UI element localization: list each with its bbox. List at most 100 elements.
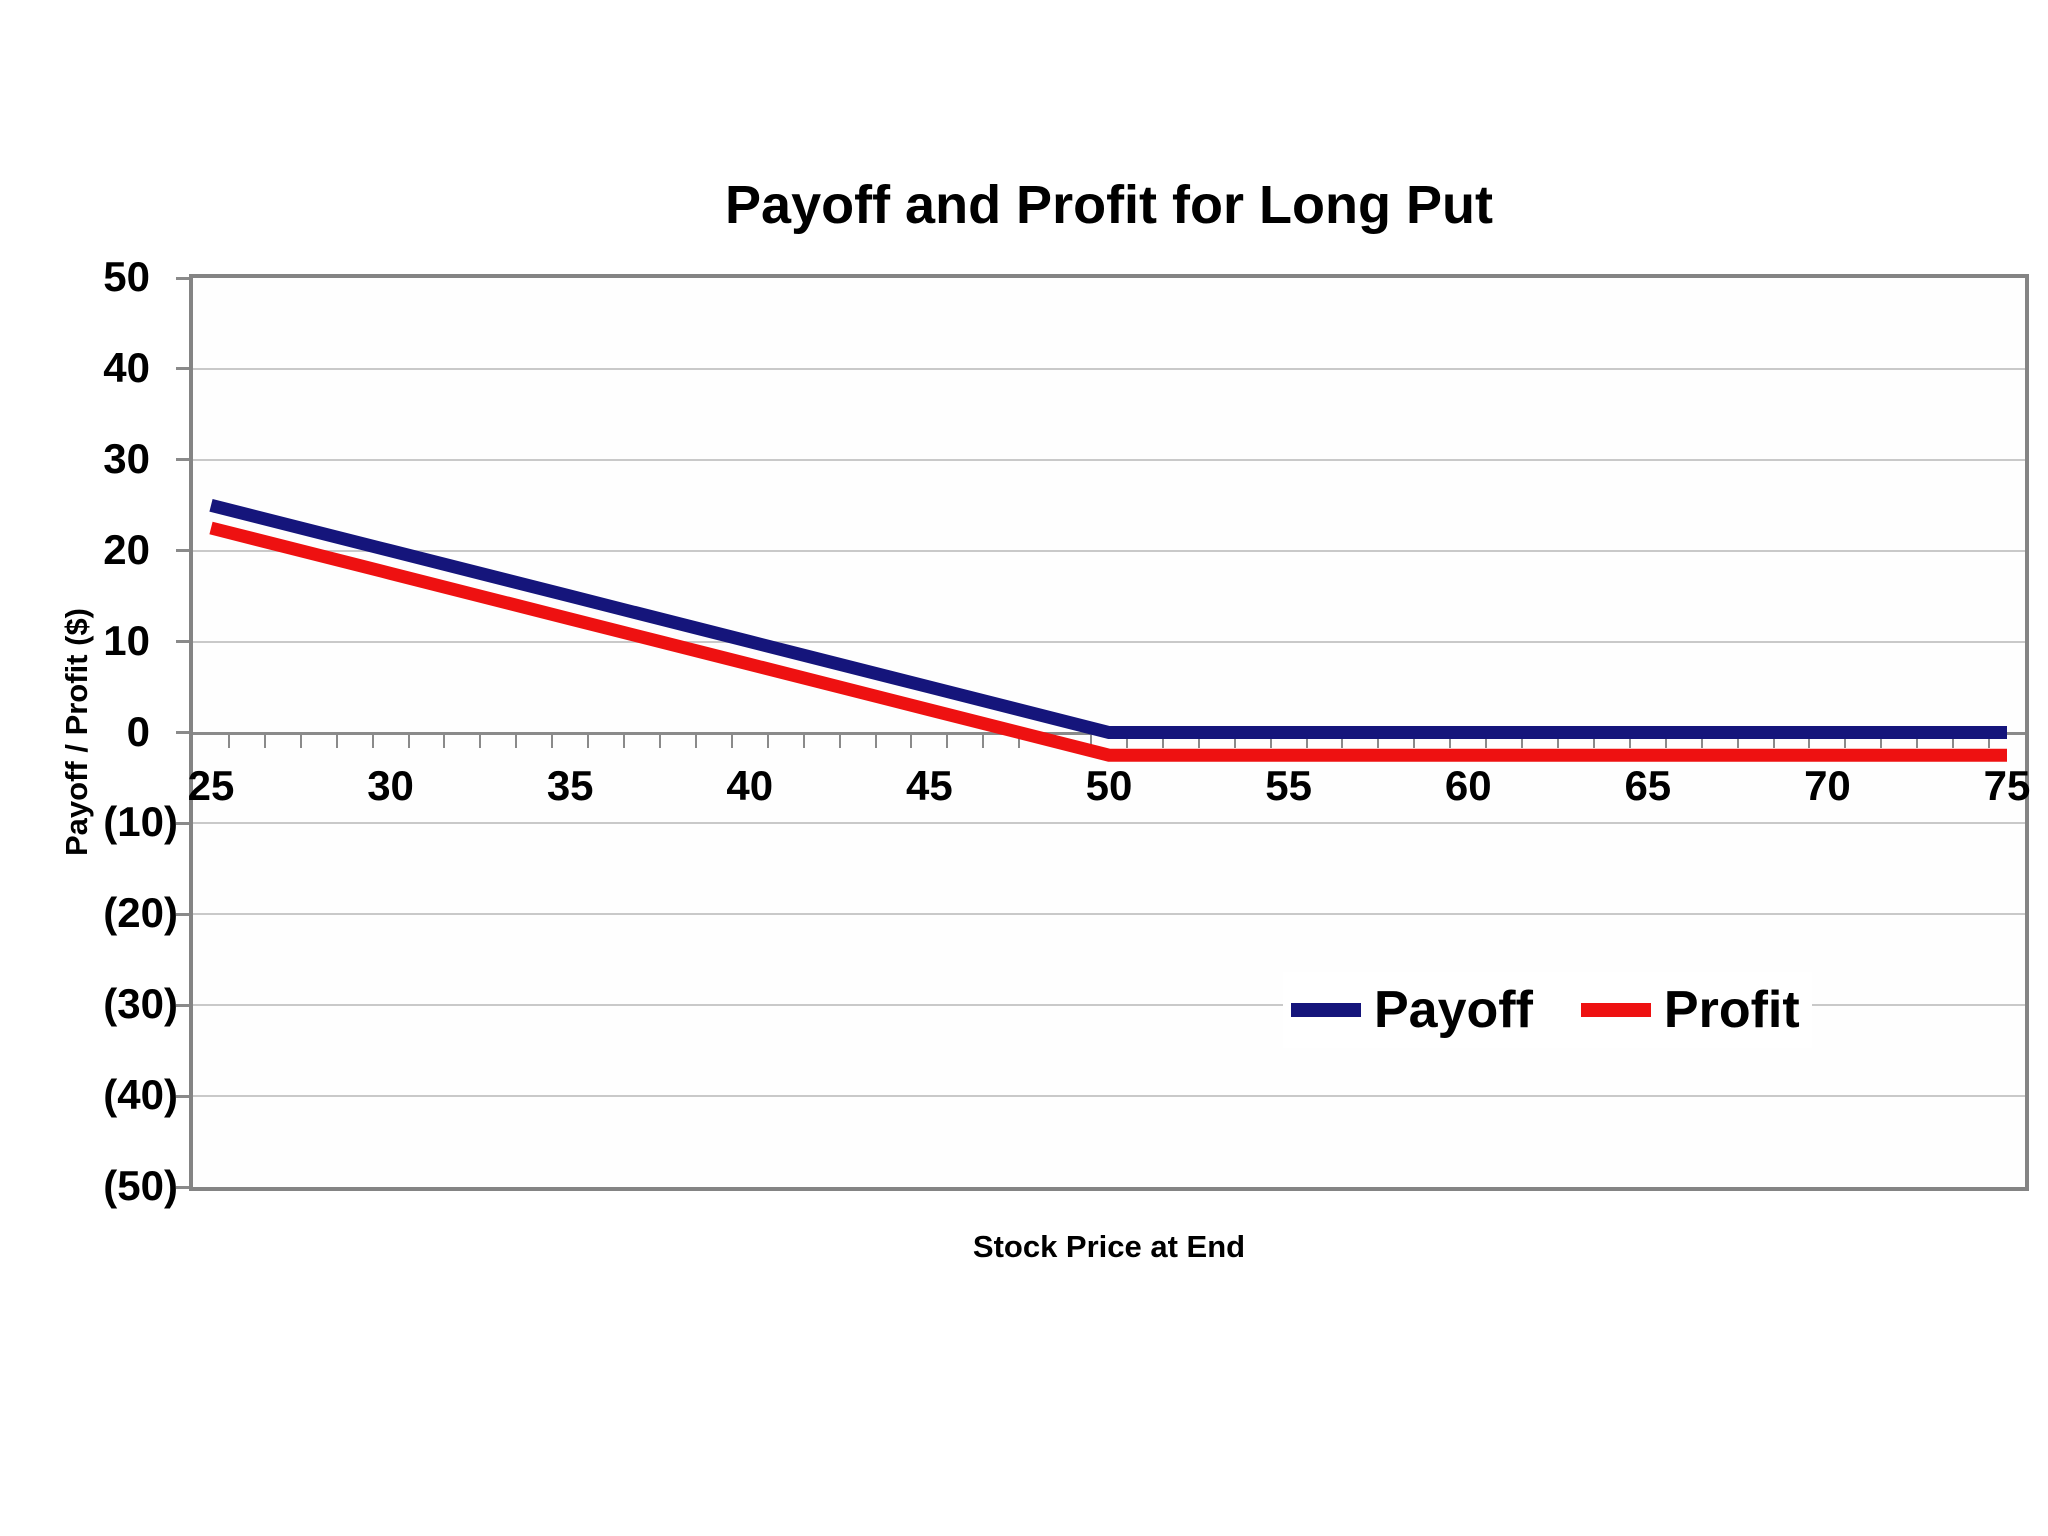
x-minor-tick <box>1844 733 1847 748</box>
x-minor-tick <box>1233 733 1236 748</box>
x-minor-tick <box>443 733 446 748</box>
x-minor-tick <box>1485 733 1488 748</box>
payoff-line <box>209 498 2007 739</box>
gridline-y--40 <box>193 1095 2025 1098</box>
x-minor-tick <box>1161 733 1164 748</box>
x-minor-tick <box>623 733 626 748</box>
y-axis-tick <box>176 549 189 553</box>
x-minor-tick <box>982 733 985 748</box>
x-minor-tick <box>1700 733 1703 748</box>
x-minor-tick <box>1090 733 1093 748</box>
x-minor-tick <box>1952 733 1955 748</box>
x-minor-tick <box>1269 733 1272 748</box>
y-tick-label: (40) <box>103 1071 178 1119</box>
x-minor-tick <box>838 733 841 748</box>
x-minor-tick <box>1125 733 1128 748</box>
series-lines <box>209 498 2007 762</box>
y-axis-title: Payoff / Profit ($) <box>59 607 94 857</box>
x-minor-tick <box>1628 733 1631 748</box>
gridline-y--10 <box>193 822 2025 825</box>
gridline-y-10 <box>193 640 2025 643</box>
gridline-y--20 <box>193 913 2025 916</box>
x-minor-tick <box>1413 733 1416 748</box>
x-minor-tick <box>1521 733 1524 748</box>
payoff-legend-label: Payoff <box>1374 981 1533 1039</box>
y-tick-label: (20) <box>103 889 178 937</box>
x-minor-tick <box>766 733 769 748</box>
x-tick-label: 65 <box>1624 762 1672 809</box>
x-minor-tick <box>730 733 733 748</box>
x-tick-label: 70 <box>1804 762 1851 809</box>
x-tick-label: 25 <box>187 762 235 809</box>
gridline-y-30 <box>193 458 2025 461</box>
x-tick-label: 50 <box>1085 762 1133 809</box>
x-minor-tick <box>694 733 697 748</box>
y-axis-tick <box>176 640 189 644</box>
payoff-series-swatch <box>1291 1003 1361 1017</box>
y-axis-tick <box>176 821 189 825</box>
x-minor-tick <box>1592 733 1595 748</box>
profit-line <box>209 521 2007 762</box>
x-minor-tick <box>479 733 482 748</box>
x-tick-label: 30 <box>367 762 414 809</box>
y-tick-label: 20 <box>103 525 150 573</box>
gridline-y-40 <box>193 367 2025 370</box>
y-axis-tick <box>176 458 189 462</box>
x-minor-tick <box>263 733 266 748</box>
x-minor-tick <box>946 733 949 748</box>
x-minor-tick <box>1449 733 1452 748</box>
x-minor-tick <box>1988 733 1991 748</box>
x-minor-tick <box>587 733 590 748</box>
y-tick-label: 30 <box>103 434 150 482</box>
profit-legend-label: Profit <box>1663 981 1800 1039</box>
gridline-y-20 <box>193 549 2025 552</box>
y-tick-label: (10) <box>103 798 178 846</box>
x-minor-tick <box>1736 733 1739 748</box>
x-minor-tick <box>1772 733 1775 748</box>
x-minor-tick <box>1880 733 1883 748</box>
x-minor-tick <box>335 733 338 748</box>
y-tick-label: (50) <box>103 1162 178 1210</box>
x-minor-tick <box>1341 733 1344 748</box>
x-minor-tick <box>551 733 554 748</box>
x-minor-tick <box>227 733 230 748</box>
x-minor-tick <box>910 733 913 748</box>
y-axis-tick <box>176 731 189 734</box>
x-minor-tick <box>658 733 661 748</box>
y-axis-tick <box>176 276 189 280</box>
x-minor-tick <box>802 733 805 748</box>
x-minor-tick <box>1808 733 1811 748</box>
x-minor-tick <box>1916 733 1919 748</box>
y-axis-tick <box>176 1094 189 1098</box>
x-minor-tick <box>1557 733 1560 748</box>
y-tick-label: 10 <box>103 616 150 664</box>
y-axis-tick <box>176 912 189 916</box>
y-tick-label: 40 <box>103 343 150 391</box>
x-minor-tick <box>371 733 374 748</box>
x-axis-title: Stock Price at End <box>972 1229 1246 1264</box>
legend: Payoff Profit <box>1283 972 1812 1048</box>
x-minor-tick <box>407 733 410 748</box>
y-tick-label: 50 <box>103 253 150 301</box>
x-minor-tick <box>299 733 302 748</box>
gridline-y--30 <box>193 1004 2025 1007</box>
x-minor-tick <box>1377 733 1380 748</box>
x-minor-tick <box>515 733 518 748</box>
x-tick-label: 45 <box>906 762 953 809</box>
x-tick-label: 35 <box>546 762 594 809</box>
y-axis-tick <box>176 367 189 371</box>
chart-title: Payoff and Profit for Long Put <box>725 175 1493 235</box>
x-tick-label: 40 <box>726 762 774 809</box>
x-minor-tick <box>1018 733 1021 748</box>
x-minor-tick <box>874 733 877 748</box>
x-tick-label: 75 <box>1983 762 2031 809</box>
y-axis-tick <box>176 1185 189 1189</box>
y-tick-label: (30) <box>103 980 178 1028</box>
x-minor-tick <box>1305 733 1308 748</box>
y-tick-label: 0 <box>126 707 150 755</box>
x-minor-tick <box>1197 733 1200 748</box>
x-tick-label: 60 <box>1444 762 1492 809</box>
y-axis-tick <box>176 1003 189 1007</box>
x-minor-tick <box>1664 733 1667 748</box>
